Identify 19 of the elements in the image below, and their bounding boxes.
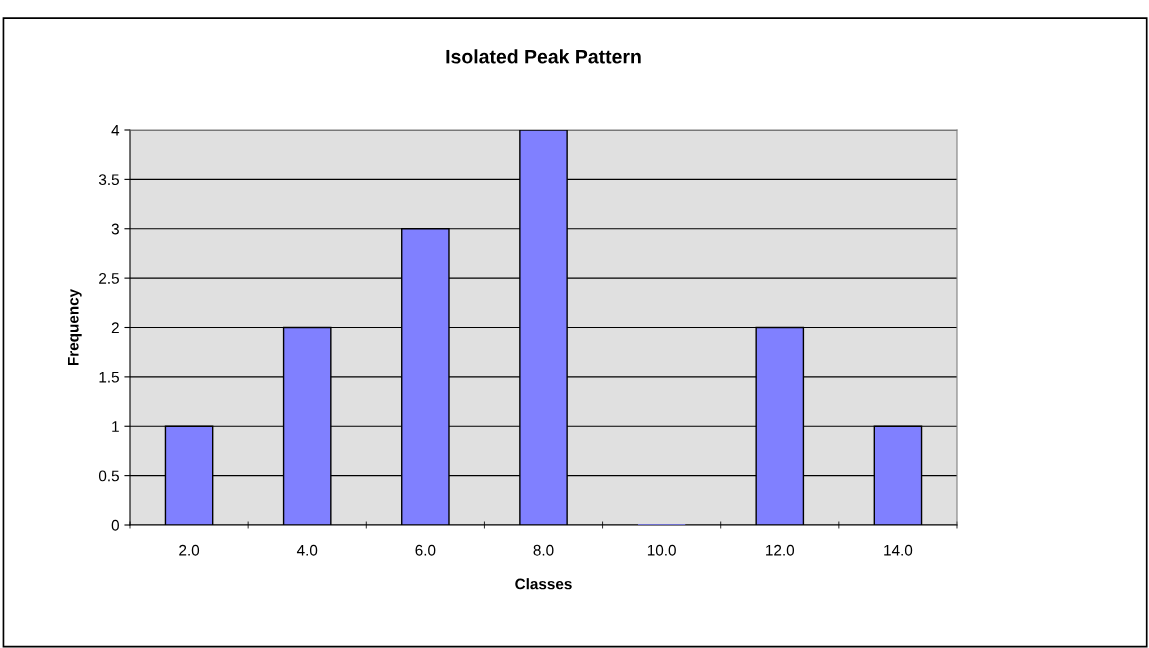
y-tick-label: 2 <box>111 322 119 334</box>
y-tick-label: 1 <box>112 421 119 432</box>
x-tick-label: 2.0 <box>179 544 200 556</box>
x-tick-label: 10.0 <box>647 544 676 556</box>
x-tick-label: 6.0 <box>415 544 436 556</box>
y-tick-label: 0.5 <box>98 470 119 482</box>
y-tick-label: 1.5 <box>99 371 119 383</box>
x-axis-title: Classes <box>515 578 572 590</box>
y-tick-label: 3.5 <box>98 174 119 186</box>
y-tick-label: 2.5 <box>99 272 119 284</box>
y-tick-label: 0 <box>111 519 119 531</box>
chart-title: Isolated Peak Pattern <box>446 49 641 64</box>
y-tick-label: 4 <box>111 125 120 136</box>
x-tick-label: 14.0 <box>884 544 913 556</box>
y-axis-title: Frequency <box>68 288 82 366</box>
x-tick-label: 12.0 <box>766 544 795 556</box>
y-tick-label: 3 <box>111 223 119 235</box>
x-tick-label: 4.0 <box>296 544 318 556</box>
x-tick-label: 8.0 <box>533 544 554 556</box>
